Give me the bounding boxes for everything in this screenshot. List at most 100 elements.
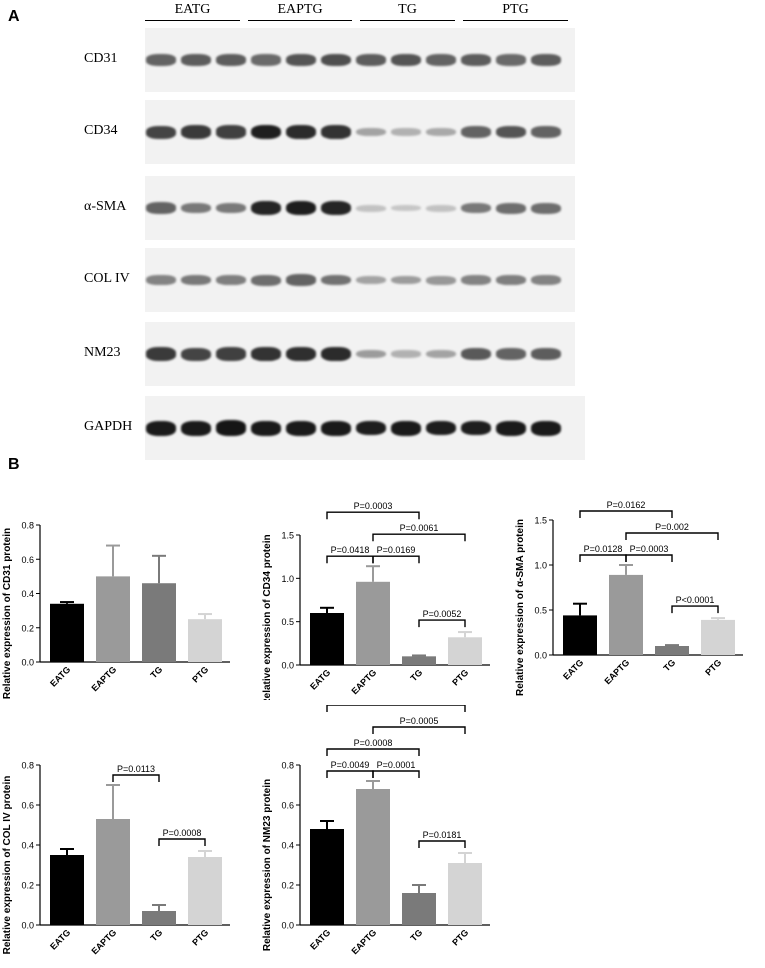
significance-label: P=0.0001 xyxy=(377,760,416,770)
bar xyxy=(188,857,222,925)
significance-bracket xyxy=(326,770,374,778)
x-tick-label: EATG xyxy=(48,664,72,688)
x-tick-label: PTG xyxy=(703,657,723,677)
cd34-bar-chart: 0.0 0.5 1.0 1.5 Relative expression of CD34 … xyxy=(262,501,490,700)
bar xyxy=(188,619,222,662)
significance-bracket xyxy=(372,555,420,564)
blot-band xyxy=(251,54,281,66)
y-tick-label: 1.0 xyxy=(534,561,547,571)
blot-row-label: CD31 xyxy=(84,51,118,66)
blot-group-label: PTG xyxy=(502,2,529,17)
significance-bracket xyxy=(372,770,420,778)
bar xyxy=(356,789,390,925)
blot-band xyxy=(146,275,176,285)
y-tick-label: 0.6 xyxy=(281,801,294,811)
blot-band xyxy=(391,53,421,67)
y-tick-label: 0.8 xyxy=(21,521,34,531)
significance-label: P<0.0001 xyxy=(676,595,715,605)
significance-label: P=0.0008 xyxy=(354,738,393,748)
bar xyxy=(142,583,176,662)
bar xyxy=(448,637,482,665)
y-tick-label: 0.8 xyxy=(281,761,294,771)
y-axis-label: Relative expression of NM23 protein xyxy=(262,779,273,951)
blot-band xyxy=(181,202,211,214)
bar xyxy=(402,656,436,665)
y-tick-label: 0.0 xyxy=(21,921,34,931)
significance-label: P=0.0052 xyxy=(423,609,462,619)
y-tick-label: 0.2 xyxy=(281,881,294,891)
blot-band xyxy=(321,53,351,67)
blot-band xyxy=(216,420,246,436)
y-tick-label: 1.0 xyxy=(281,574,294,584)
significance-bracket xyxy=(158,838,206,846)
blot-band xyxy=(496,125,526,139)
significance-label: P=0.0128 xyxy=(584,544,623,554)
x-tick-label: EATG xyxy=(308,927,332,951)
blot-band xyxy=(251,420,281,436)
blot-band xyxy=(286,53,316,67)
blot-band xyxy=(391,128,421,136)
blot-group-label: EAPTG xyxy=(277,2,323,17)
y-tick-label: 0.4 xyxy=(21,589,34,599)
x-tick-label: TG xyxy=(409,667,425,683)
blot-group-line xyxy=(463,20,568,21)
blot-group-label: TG xyxy=(398,2,417,17)
blot-band xyxy=(286,274,316,286)
significance-bracket xyxy=(418,619,466,628)
blot-band xyxy=(251,200,281,216)
blot-band xyxy=(181,125,211,139)
y-tick-label: 0.4 xyxy=(21,841,34,851)
x-tick-label: PTG xyxy=(190,664,210,684)
blot-band xyxy=(216,274,246,286)
significance-label: P=0.002 xyxy=(655,522,689,532)
bar xyxy=(50,855,84,925)
blot-band xyxy=(181,347,211,361)
blot-band xyxy=(251,347,281,361)
blot-band xyxy=(146,54,176,66)
blot-band xyxy=(286,124,316,140)
blot-band xyxy=(461,54,491,66)
blot-band xyxy=(391,204,421,212)
y-tick-label: 1.5 xyxy=(281,531,294,541)
x-tick-label: EATG xyxy=(308,667,332,691)
y-axis-label: Relative expression of COL IV protein xyxy=(2,776,13,955)
blot-band xyxy=(216,347,246,361)
x-tick-label: EATG xyxy=(561,657,585,681)
blot-row-label: α-SMA xyxy=(84,199,127,214)
blot-band xyxy=(356,420,386,436)
blot-band xyxy=(356,275,386,285)
significance-bracket xyxy=(579,510,673,518)
bar xyxy=(609,574,643,655)
blot-band xyxy=(146,347,176,361)
significance-label: P=0.0003 xyxy=(630,544,669,554)
x-tick-label: EAPTG xyxy=(602,657,631,686)
y-tick-label: 0.2 xyxy=(21,881,34,891)
blot-band xyxy=(356,54,386,66)
blot-band xyxy=(146,125,176,139)
significance-label: P=0.0005 xyxy=(400,716,439,726)
alpha-sma-bar-chart: 0.0 0.5 1.0 1.5 Relative expression of α-SMA… xyxy=(515,500,743,696)
blot-band xyxy=(391,275,421,285)
significance-label: P=0.0418 xyxy=(331,545,370,555)
blot-band xyxy=(251,274,281,286)
y-tick-label: 0.5 xyxy=(281,617,294,627)
x-tick-label: EATG xyxy=(48,927,72,951)
significance-bracket xyxy=(372,533,466,542)
x-tick-label: PTG xyxy=(190,927,210,947)
blot-band xyxy=(321,125,351,139)
blot-band xyxy=(426,420,456,436)
blot-group-label: EATG xyxy=(174,2,211,17)
blot-row-label: CD34 xyxy=(84,123,118,138)
blot-band xyxy=(496,202,526,214)
bar xyxy=(563,615,597,655)
bar xyxy=(96,819,130,925)
panel-a-label: A xyxy=(8,8,20,25)
x-tick-label: EAPTG xyxy=(89,664,118,693)
y-axis-label: Relative expression of CD31 protein xyxy=(2,528,13,699)
blot-band xyxy=(286,420,316,436)
blot-band xyxy=(181,274,211,286)
blot-band xyxy=(391,350,421,358)
bar xyxy=(96,576,130,662)
x-tick-label: TG xyxy=(149,664,165,680)
blot-band xyxy=(496,348,526,360)
